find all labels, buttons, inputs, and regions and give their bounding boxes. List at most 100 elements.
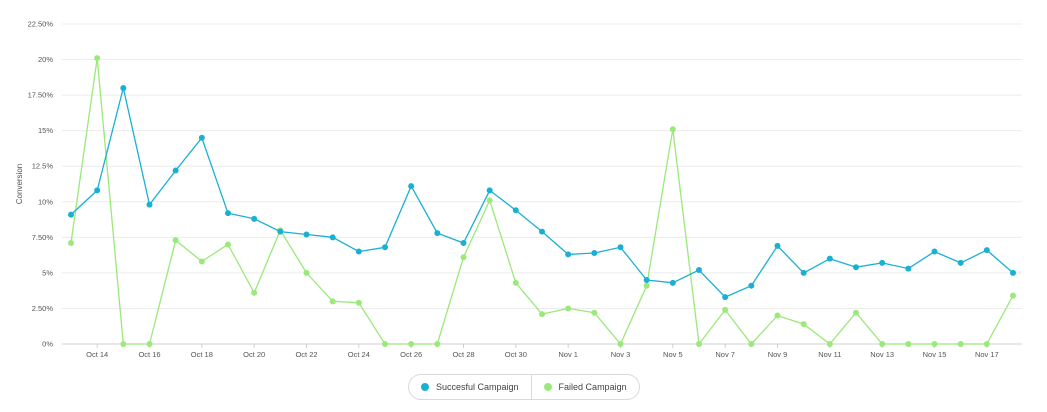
failed-point[interactable] xyxy=(172,237,179,244)
succesful-point[interactable] xyxy=(355,248,362,255)
succesful-point[interactable] xyxy=(146,201,153,208)
failed-point[interactable] xyxy=(198,258,205,265)
failed-point[interactable] xyxy=(382,341,388,347)
succesful-point[interactable] xyxy=(617,244,624,251)
y-axis-ticks: 0% 2.50% 5% 7.50% 10% 12.5% 15% 17.50% 20% 22.50% xyxy=(28,20,54,349)
succesful-point[interactable] xyxy=(434,230,441,237)
failed-point[interactable] xyxy=(669,126,676,133)
failed-point[interactable] xyxy=(1010,292,1016,299)
failed-point[interactable] xyxy=(146,341,153,347)
succesful-point[interactable] xyxy=(748,282,755,289)
failed-point[interactable] xyxy=(408,341,415,347)
x-tick-label: Nov 17 xyxy=(975,350,999,359)
failed-point[interactable] xyxy=(591,309,598,316)
x-tick-label: Oct 26 xyxy=(400,350,422,359)
x-tick-label: Nov 7 xyxy=(715,350,735,359)
succesful-point[interactable] xyxy=(382,244,388,251)
legend-item-failed[interactable]: Failed Campaign xyxy=(530,375,639,399)
succesful-point[interactable] xyxy=(565,251,572,258)
failed-point[interactable] xyxy=(957,341,964,347)
failed-point[interactable] xyxy=(722,306,729,313)
succesful-point[interactable] xyxy=(172,167,179,174)
x-tick-label: Nov 15 xyxy=(923,350,947,359)
failed-point[interactable] xyxy=(696,341,702,347)
failed-point[interactable] xyxy=(879,341,886,347)
x-tick-label: Oct 22 xyxy=(295,350,317,359)
failed-point[interactable] xyxy=(539,311,545,318)
failed-point[interactable] xyxy=(617,341,624,347)
succesful-point[interactable] xyxy=(539,228,545,235)
series-failed xyxy=(68,55,1016,347)
x-tick-label: Nov 13 xyxy=(870,350,894,359)
succesful-point[interactable] xyxy=(669,279,676,286)
x-tick-label: Nov 11 xyxy=(818,350,841,359)
failed-point[interactable] xyxy=(434,341,441,347)
failed-point[interactable] xyxy=(905,341,912,347)
y-tick-label: 0% xyxy=(42,340,53,349)
succesful-point[interactable] xyxy=(94,187,101,194)
failed-line xyxy=(70,58,1014,346)
y-tick-label: 7.50% xyxy=(32,233,54,242)
failed-point[interactable] xyxy=(983,341,990,347)
succesful-point[interactable] xyxy=(225,210,231,217)
succesful-point[interactable] xyxy=(251,215,258,222)
x-tick-label: Oct 18 xyxy=(191,350,213,359)
succesful-point[interactable] xyxy=(696,267,702,274)
succesful-point[interactable] xyxy=(826,255,833,262)
failed-point[interactable] xyxy=(120,341,127,347)
failed-point[interactable] xyxy=(565,305,572,312)
succesful-point[interactable] xyxy=(120,85,127,91)
succesful-point[interactable] xyxy=(931,248,938,255)
succesful-point[interactable] xyxy=(853,264,859,271)
failed-point[interactable] xyxy=(460,254,467,261)
failed-point[interactable] xyxy=(303,269,310,276)
failed-point[interactable] xyxy=(826,341,833,347)
succesful-point[interactable] xyxy=(879,259,886,266)
succesful-point[interactable] xyxy=(512,207,519,214)
failed-point[interactable] xyxy=(774,312,781,319)
x-tick-label: Oct 30 xyxy=(505,350,527,359)
succesful-point[interactable] xyxy=(303,231,310,238)
failed-point[interactable] xyxy=(800,321,807,328)
succesful-point[interactable] xyxy=(486,187,493,194)
succesful-point[interactable] xyxy=(68,211,74,218)
succesful-line xyxy=(70,87,1014,298)
failed-point[interactable] xyxy=(251,289,258,296)
succesful-point[interactable] xyxy=(722,294,729,301)
succesful-point[interactable] xyxy=(1010,269,1016,276)
succesful-point[interactable] xyxy=(591,249,598,256)
y-tick-label: 15% xyxy=(38,126,53,135)
x-tick-label: Oct 20 xyxy=(243,350,265,359)
succesful-point[interactable] xyxy=(277,228,284,235)
failed-point[interactable] xyxy=(486,197,493,204)
failed-point[interactable] xyxy=(853,309,859,316)
y-tick-label: 17.50% xyxy=(28,91,54,100)
x-tick-label: Nov 9 xyxy=(768,350,788,359)
x-tick-label: Nov 1 xyxy=(558,350,578,359)
failed-point[interactable] xyxy=(931,341,938,347)
succesful-point[interactable] xyxy=(329,234,336,241)
failed-point[interactable] xyxy=(355,299,362,306)
succesful-point[interactable] xyxy=(643,277,650,283)
failed-point[interactable] xyxy=(94,55,101,62)
series-layer xyxy=(68,55,1016,347)
legend-item-succesful[interactable]: Succesful Campaign xyxy=(409,375,531,399)
succesful-point[interactable] xyxy=(198,134,205,141)
failed-point[interactable] xyxy=(225,241,231,248)
succesful-point[interactable] xyxy=(957,259,964,266)
failed-point[interactable] xyxy=(68,240,74,247)
failed-point[interactable] xyxy=(329,298,336,305)
y-axis-label: Conversion xyxy=(15,164,24,204)
succesful-point[interactable] xyxy=(800,269,807,276)
failed-point[interactable] xyxy=(643,282,650,289)
y-tick-label: 2.50% xyxy=(32,304,54,313)
x-tick-label: Oct 24 xyxy=(348,350,370,359)
succesful-point[interactable] xyxy=(460,240,467,247)
series-succesful xyxy=(68,85,1016,301)
succesful-point[interactable] xyxy=(983,247,990,254)
succesful-point[interactable] xyxy=(774,242,781,249)
failed-point[interactable] xyxy=(512,279,519,286)
succesful-point[interactable] xyxy=(905,265,912,272)
failed-point[interactable] xyxy=(748,341,755,347)
succesful-point[interactable] xyxy=(408,183,415,190)
